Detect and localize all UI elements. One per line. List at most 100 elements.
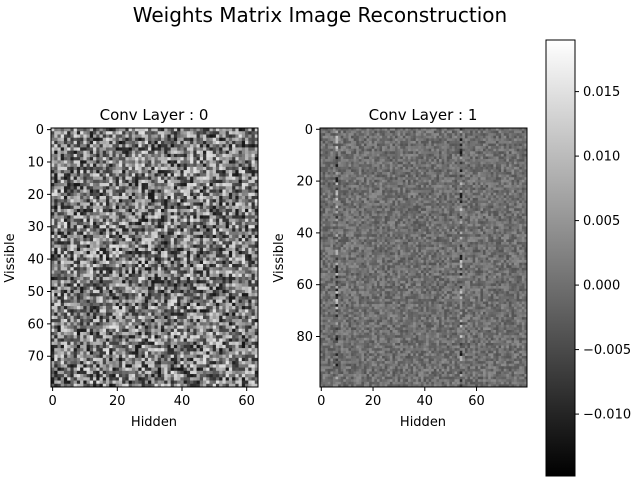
heatmap-left-cell xyxy=(145,245,149,249)
heatmap-left-cell xyxy=(187,313,191,317)
heatmap-left-cell xyxy=(171,232,175,236)
heatmap-left-cell xyxy=(242,332,246,336)
heatmap-left-cell xyxy=(64,270,68,274)
heatmap-left-cell xyxy=(125,138,129,142)
heatmap-left-cell xyxy=(148,177,152,181)
heatmap-left-cell xyxy=(129,306,133,310)
heatmap-left-cell xyxy=(206,351,210,355)
heatmap-left-cell xyxy=(67,316,71,320)
heatmap-left-cell xyxy=(103,364,107,368)
heatmap-left-cell xyxy=(164,313,168,317)
heatmap-left-cell xyxy=(219,345,223,349)
heatmap-left-cell xyxy=(171,128,175,132)
heatmap-left-cell xyxy=(222,151,226,155)
heatmap-left-cell xyxy=(138,283,142,287)
heatmap-left-cell xyxy=(100,345,104,349)
heatmap-left-cell xyxy=(164,364,168,368)
heatmap-left-cell xyxy=(216,296,220,300)
heatmap-left-cell xyxy=(158,160,162,164)
heatmap-left-cell xyxy=(206,303,210,307)
heatmap-left-cell xyxy=(87,280,91,284)
heatmap-left-cell xyxy=(248,283,252,287)
heatmap-left-cell xyxy=(148,348,152,352)
heatmap-left-cell xyxy=(142,144,146,148)
heatmap-left-cell xyxy=(209,345,213,349)
heatmap-left-cell xyxy=(232,245,236,249)
heatmap-left-cell xyxy=(184,206,188,210)
heatmap-left-cell xyxy=(216,293,220,297)
heatmap-left-cell xyxy=(122,345,126,349)
heatmap-left-cell xyxy=(142,325,146,329)
heatmap-left-cell xyxy=(54,170,58,174)
heatmap-left-cell xyxy=(232,238,236,242)
heatmap-left-cell xyxy=(164,316,168,320)
heatmap-left-cell xyxy=(232,280,236,284)
heatmap-left-cell xyxy=(167,138,171,142)
heatmap-left-cell xyxy=(70,235,74,239)
heatmap-left-cell xyxy=(242,241,246,245)
heatmap-left-cell xyxy=(158,283,162,287)
heatmap-left-cell xyxy=(164,228,168,232)
heatmap-left-cell xyxy=(219,306,223,310)
heatmap-left-cell xyxy=(87,264,91,268)
heatmap-left-cell xyxy=(229,351,233,355)
heatmap-left-cell xyxy=(197,300,201,304)
heatmap-left-cell xyxy=(125,131,129,135)
heatmap-left-cell xyxy=(151,212,155,216)
heatmap-left-cell xyxy=(103,254,107,258)
heatmap-left-cell xyxy=(87,225,91,229)
heatmap-left-cell xyxy=(112,355,116,359)
heatmap-left-cell xyxy=(164,232,168,236)
heatmap-left-cell xyxy=(158,225,162,229)
heatmap-left-cell xyxy=(213,283,217,287)
heatmap-left-cell xyxy=(200,173,204,177)
heatmap-left-cell xyxy=(235,141,239,145)
heatmap-left-cell xyxy=(57,154,61,158)
heatmap-left-cell xyxy=(51,177,55,181)
heatmap-left-cell xyxy=(125,219,129,223)
heatmap-left-cell xyxy=(209,316,213,320)
heatmap-left-cell xyxy=(213,202,217,206)
heatmap-left-cell xyxy=(216,238,220,242)
heatmap-left-cell xyxy=(109,232,113,236)
heatmap-left-cell xyxy=(155,303,159,307)
heatmap-left-cell xyxy=(129,241,133,245)
heatmap-left-cell xyxy=(229,219,233,223)
heatmap-left-cell xyxy=(142,306,146,310)
heatmap-left-cell xyxy=(164,348,168,352)
heatmap-left-cell xyxy=(213,290,217,294)
heatmap-left-cell xyxy=(74,225,78,229)
heatmap-left-cell xyxy=(106,138,110,142)
heatmap-left-cell xyxy=(242,280,246,284)
heatmap-left-cell xyxy=(135,144,139,148)
heatmap-left-cell xyxy=(187,338,191,342)
heatmap-left-cell xyxy=(248,151,252,155)
heatmap-left-cell xyxy=(216,270,220,274)
heatmap-left-cell xyxy=(174,267,178,271)
heatmap-left-cell xyxy=(106,351,110,355)
heatmap-left-cell xyxy=(77,206,81,210)
heatmap-left-cell xyxy=(226,215,230,219)
heatmap-left-cell xyxy=(222,364,226,368)
heatmap-left-cell xyxy=(80,138,84,142)
heatmap-left-cell xyxy=(158,193,162,197)
heatmap-left-cell xyxy=(171,241,175,245)
heatmap-left-cell xyxy=(96,300,100,304)
heatmap-left-cell xyxy=(161,368,165,372)
heatmap-left-cell xyxy=(161,190,165,194)
heatmap-left-cell xyxy=(164,342,168,346)
heatmap-left-cell xyxy=(161,261,165,265)
heatmap-left-cell xyxy=(64,202,68,206)
heatmap-left-cell xyxy=(122,199,126,203)
heatmap-left-cell xyxy=(177,364,181,368)
heatmap-left-cell xyxy=(171,345,175,349)
heatmap-left-cell xyxy=(219,134,223,138)
heatmap-left-cell xyxy=(96,338,100,342)
heatmap-left-cell xyxy=(90,319,94,323)
heatmap-left-cell xyxy=(96,248,100,252)
heatmap-left-cell xyxy=(109,303,113,307)
heatmap-left-cell xyxy=(197,228,201,232)
heatmap-left-cell xyxy=(74,238,78,242)
heatmap-left-cell xyxy=(229,170,233,174)
heatmap-left-cell xyxy=(151,131,155,135)
